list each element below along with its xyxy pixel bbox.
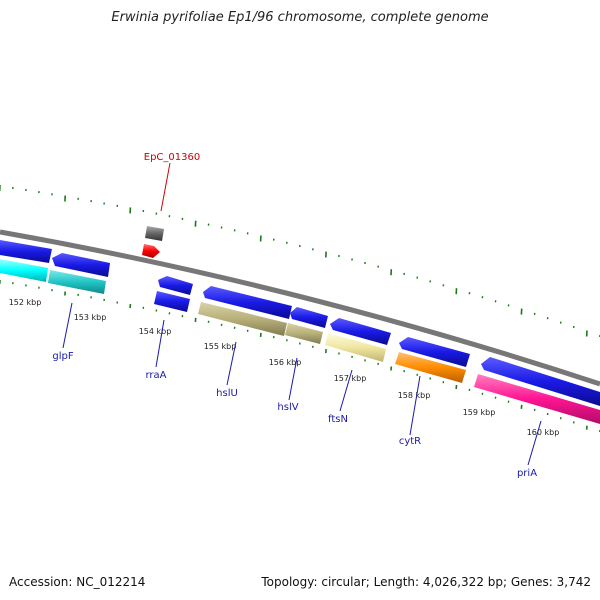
gene-label-glpF: glpF xyxy=(52,351,73,362)
callout-label: EpC_01360 xyxy=(144,152,200,163)
glpF-leader xyxy=(62,302,73,349)
chromosome-backbone xyxy=(0,229,600,387)
priA-feature xyxy=(474,374,600,424)
tick-label: 152 kbp xyxy=(9,298,42,307)
cds-feature xyxy=(158,276,193,295)
gene-label-cytR: cytR xyxy=(399,436,421,447)
hslU-feature xyxy=(198,302,287,336)
cytR-feature xyxy=(395,352,466,383)
cytR-leader xyxy=(409,375,421,436)
gene-label-ftsN: ftsN xyxy=(328,414,348,425)
gene-label-hslV: hslV xyxy=(277,402,298,413)
rraA-leader xyxy=(155,319,165,368)
tick-label: 160 kbp xyxy=(527,428,560,437)
ftsN-leader xyxy=(339,369,353,412)
left-cyan-feature xyxy=(0,259,48,282)
cds-feature xyxy=(399,337,470,367)
cds-feature xyxy=(290,307,328,328)
cds-lane-upper xyxy=(0,240,600,406)
cds-feature xyxy=(481,357,600,406)
inner-dotted-ring xyxy=(0,280,600,433)
map-title: Erwinia pyrifoliae Ep1/96 chromosome, co… xyxy=(111,10,489,25)
gene-lane-lower xyxy=(0,259,600,424)
red-feature-arrow xyxy=(142,244,160,258)
tick-label: 158 kbp xyxy=(398,391,431,400)
gene-labels: glpF rraA hslU hslV ftsN cytR priA xyxy=(52,351,537,479)
hslV-feature xyxy=(285,323,323,344)
tick-label: 156 kbp xyxy=(269,358,302,367)
cds-feature xyxy=(0,240,52,263)
gene-label-rraA: rraA xyxy=(145,370,166,381)
genome-summary: Topology: circular; Length: 4,026,322 bp… xyxy=(261,575,591,589)
gene-leader-lines xyxy=(62,302,542,466)
callout-leader-line xyxy=(160,162,171,212)
gene-label-hslU: hslU xyxy=(216,388,238,399)
gene-label-priA: priA xyxy=(517,468,537,479)
tick-label: 155 kbp xyxy=(204,342,237,351)
outer-dotted-ring xyxy=(0,185,600,338)
hslU-leader xyxy=(226,341,237,386)
cds-feature xyxy=(330,318,391,345)
tick-label: 159 kbp xyxy=(463,408,496,417)
priA-leader xyxy=(527,420,542,466)
grey-feature-block xyxy=(145,226,164,241)
tick-labels: 152 kbp 153 kbp 154 kbp 155 kbp 156 kbp … xyxy=(9,298,560,437)
tick-label: 153 kbp xyxy=(74,313,107,322)
cds-feature xyxy=(203,286,292,319)
rraA-feature xyxy=(154,291,190,312)
cds-feature xyxy=(52,253,110,277)
hslV-leader xyxy=(288,357,298,401)
glpF-feature xyxy=(48,270,106,294)
tick-label: 154 kbp xyxy=(139,327,172,336)
ftsN-feature xyxy=(325,333,386,362)
accession-label: Accession: NC_012214 xyxy=(9,575,146,589)
